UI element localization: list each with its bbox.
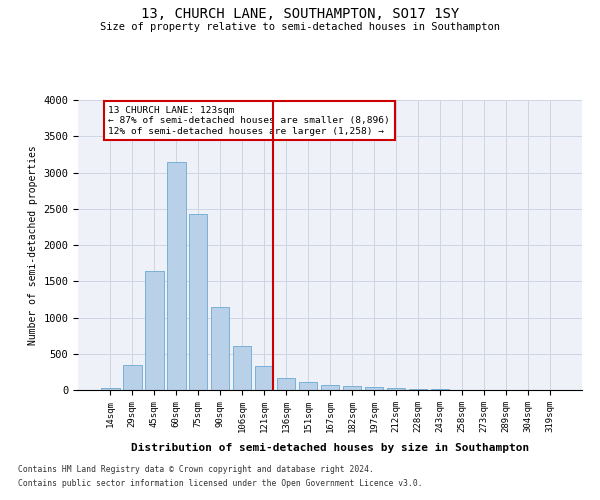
Bar bbox=[255, 366, 274, 390]
Bar bbox=[145, 271, 164, 390]
Bar bbox=[343, 386, 361, 390]
Text: 13 CHURCH LANE: 123sqm
← 87% of semi-detached houses are smaller (8,896)
12% of : 13 CHURCH LANE: 123sqm ← 87% of semi-det… bbox=[108, 106, 390, 136]
Bar bbox=[123, 366, 142, 390]
Bar bbox=[277, 378, 295, 390]
Bar bbox=[189, 214, 208, 390]
Bar bbox=[365, 387, 383, 390]
Bar bbox=[101, 388, 119, 390]
Y-axis label: Number of semi-detached properties: Number of semi-detached properties bbox=[28, 145, 38, 345]
Bar bbox=[299, 382, 317, 390]
Bar bbox=[320, 384, 340, 390]
Text: Size of property relative to semi-detached houses in Southampton: Size of property relative to semi-detach… bbox=[100, 22, 500, 32]
Bar bbox=[233, 346, 251, 390]
Text: Contains HM Land Registry data © Crown copyright and database right 2024.: Contains HM Land Registry data © Crown c… bbox=[18, 466, 374, 474]
Text: Distribution of semi-detached houses by size in Southampton: Distribution of semi-detached houses by … bbox=[131, 442, 529, 452]
Bar bbox=[386, 388, 405, 390]
Bar bbox=[167, 162, 185, 390]
Text: Contains public sector information licensed under the Open Government Licence v3: Contains public sector information licen… bbox=[18, 479, 422, 488]
Text: 13, CHURCH LANE, SOUTHAMPTON, SO17 1SY: 13, CHURCH LANE, SOUTHAMPTON, SO17 1SY bbox=[141, 8, 459, 22]
Bar bbox=[409, 389, 427, 390]
Bar bbox=[211, 306, 229, 390]
